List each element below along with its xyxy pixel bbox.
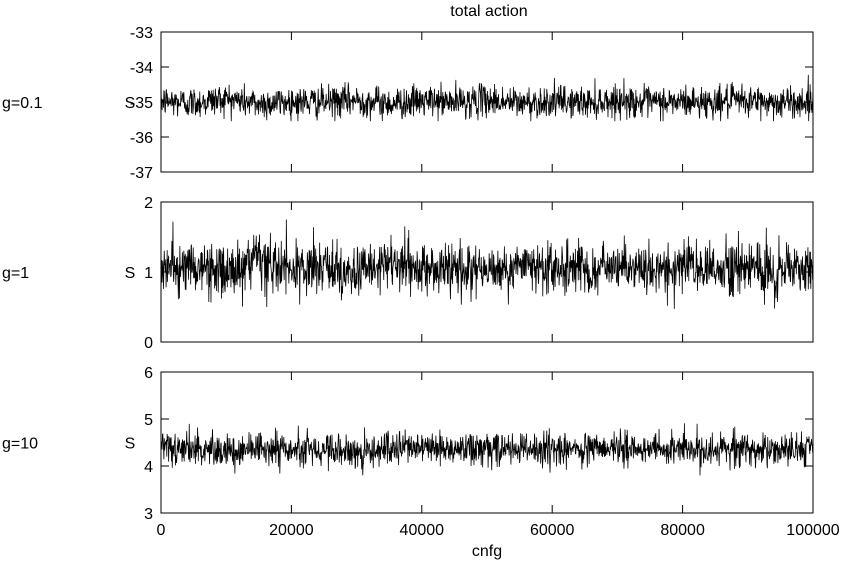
x-tick-label: 40000 xyxy=(400,522,445,539)
panel-g-10: 3 4 5 6 0 20000 40000 60000 80000 100000 Sg=10 cnfg xyxy=(2,365,840,560)
y-axis-label: S xyxy=(125,265,136,282)
panel-g-0-1: -37 -36 -35 -34 -33 Sg=0.1 xyxy=(2,25,814,182)
y-tick-label: 5 xyxy=(144,412,153,429)
y-axis-label: S xyxy=(125,95,136,112)
series-line xyxy=(160,74,814,122)
panel-label: g=10 xyxy=(2,436,38,453)
y-tick-label: -33 xyxy=(130,25,153,42)
panel-g-1: 0 1 2 Sg=1 xyxy=(2,195,814,352)
y-tick-label: -34 xyxy=(130,60,153,77)
y-tick-label: -36 xyxy=(130,130,153,147)
plot-frame xyxy=(160,371,814,514)
x-axis-label: cnfg xyxy=(472,543,502,560)
figure-title: total action xyxy=(450,3,527,20)
x-tick-label: 20000 xyxy=(269,522,314,539)
y-tick-label: 0 xyxy=(144,335,153,352)
y-axis-label: S xyxy=(125,436,136,453)
y-tick-label: -35 xyxy=(130,95,153,112)
panel-label: g=0.1 xyxy=(2,95,43,112)
series-line xyxy=(160,423,814,476)
panel-label: g=1 xyxy=(2,265,29,282)
y-tick-label: 2 xyxy=(144,195,153,212)
y-tick-label: 4 xyxy=(144,459,153,476)
x-tick-label: 0 xyxy=(157,522,166,539)
y-tick-label: 6 xyxy=(144,365,153,382)
y-tick-label: 3 xyxy=(144,506,153,523)
x-tick-label: 100000 xyxy=(786,522,839,539)
series-line xyxy=(160,219,814,309)
y-tick-label: -37 xyxy=(130,165,153,182)
y-tick-label: 1 xyxy=(144,265,153,282)
x-tick-label: 80000 xyxy=(660,522,705,539)
x-tick-label: 60000 xyxy=(530,522,575,539)
